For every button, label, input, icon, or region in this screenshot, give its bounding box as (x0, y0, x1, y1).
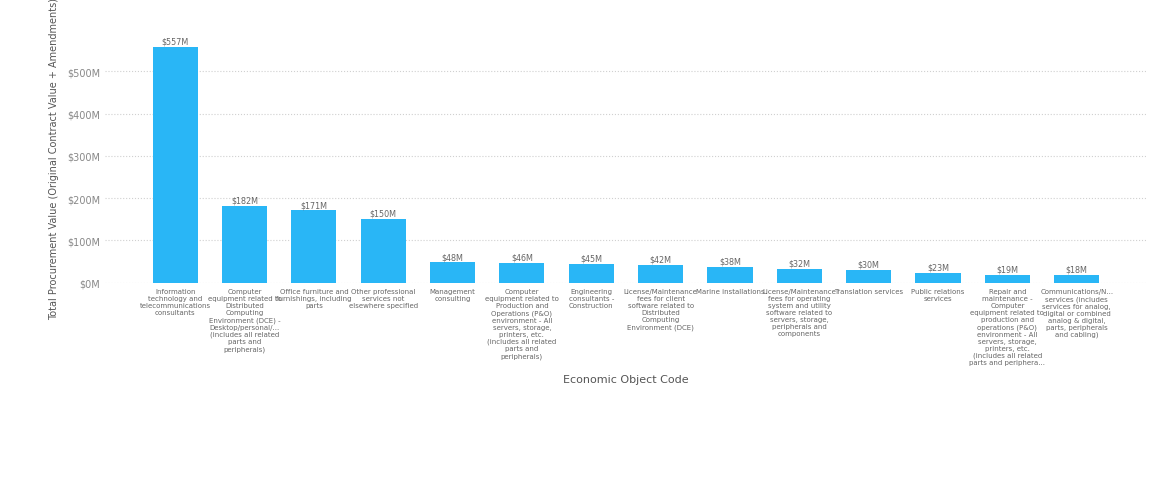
Text: $46M: $46M (511, 253, 532, 263)
Bar (152, 48, 198, 283)
Text: $171M: $171M (301, 201, 328, 210)
Y-axis label: Total Procurement Value (Original Contract Value + Amendments): Total Procurement Value (Original Contra… (49, 0, 58, 319)
Bar (569, 264, 614, 283)
Text: $48M: $48M (441, 253, 463, 262)
Text: $23M: $23M (927, 263, 949, 272)
Bar (1054, 275, 1100, 283)
Text: $38M: $38M (720, 257, 741, 266)
Text: $19M: $19M (997, 265, 1018, 274)
Text: $150M: $150M (370, 209, 397, 219)
Bar (222, 206, 267, 283)
Bar (985, 275, 1030, 283)
Text: $42M: $42M (649, 255, 672, 264)
Text: $18M: $18M (1066, 265, 1088, 274)
Bar (915, 273, 961, 283)
Text: $32M: $32M (789, 259, 811, 268)
Bar (638, 265, 683, 283)
Bar (846, 270, 892, 283)
Text: $30M: $30M (858, 260, 880, 269)
Bar (431, 263, 475, 283)
Bar (291, 211, 337, 283)
Bar (708, 267, 752, 283)
Bar (500, 264, 544, 283)
Text: $45M: $45M (580, 254, 603, 263)
Bar (777, 269, 821, 283)
Bar (360, 220, 406, 283)
Text: $182M: $182M (230, 196, 259, 205)
Text: $557M: $557M (161, 38, 188, 47)
X-axis label: Economic Object Code: Economic Object Code (563, 374, 689, 384)
